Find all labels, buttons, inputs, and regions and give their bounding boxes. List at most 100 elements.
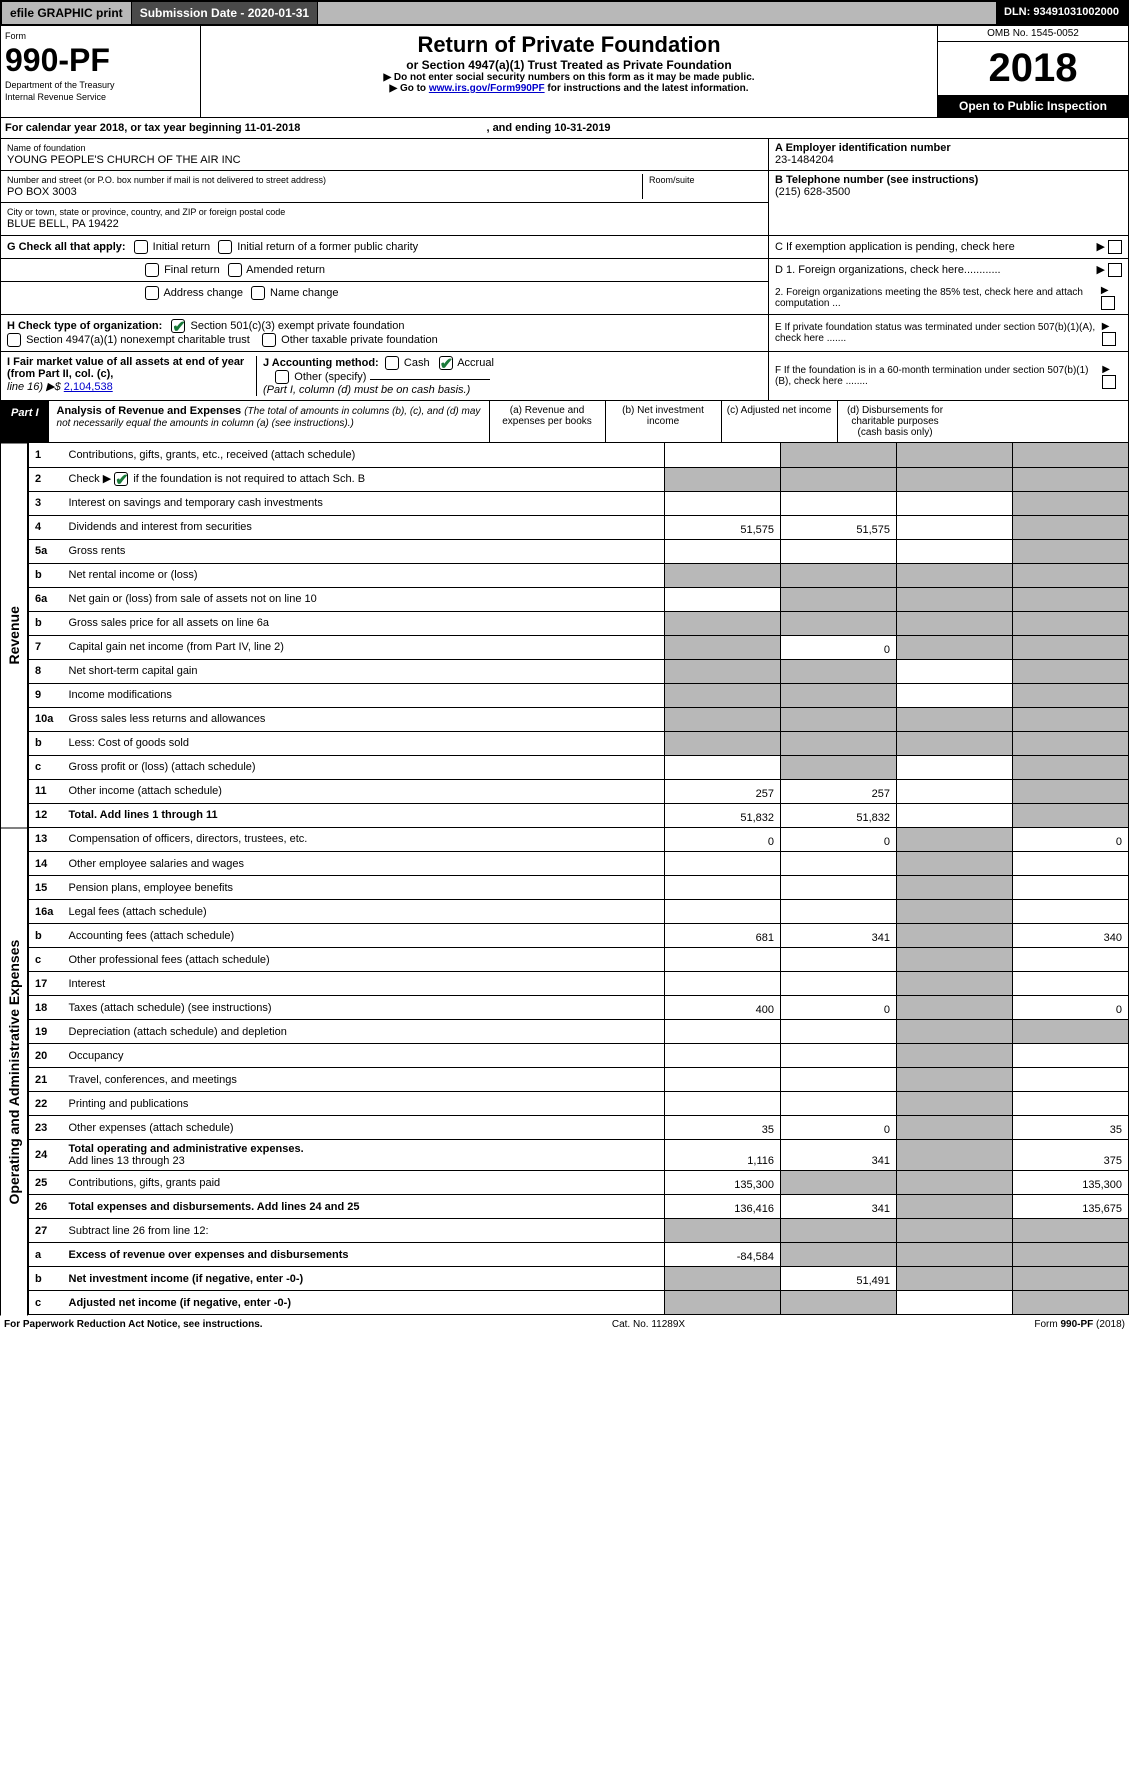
form-label: Form	[5, 31, 26, 41]
v27aa: -84,584	[665, 1243, 781, 1267]
c-row: C If exemption application is pending, c…	[769, 236, 1128, 259]
g-row-1: G Check all that apply: Initial return I…	[1, 236, 768, 259]
cash-checkbox[interactable]	[385, 356, 399, 370]
e-checkbox[interactable]	[1102, 332, 1116, 346]
4947-checkbox[interactable]	[7, 333, 21, 347]
revenue-table: 1Contributions, gifts, grants, etc., rec…	[28, 443, 1129, 828]
i-label: I Fair market value of all assets at end…	[7, 356, 244, 380]
line-27b: Net investment income (if negative, ente…	[63, 1267, 665, 1291]
g-o4: Amended return	[246, 264, 325, 276]
j-label: J Accounting method:	[263, 357, 379, 369]
v11a: 257	[665, 779, 781, 803]
expenses-side-label: Operating and Administrative Expenses	[0, 828, 28, 1316]
line-18: Taxes (attach schedule) (see instruction…	[63, 996, 665, 1020]
final-return-checkbox[interactable]	[145, 263, 159, 277]
revenue-side-label: Revenue	[0, 443, 28, 828]
efile-graphic-print-button[interactable]: efile GRAPHIC print	[2, 2, 132, 24]
accrual-checkbox[interactable]	[439, 356, 453, 370]
d2-checkbox[interactable]	[1101, 296, 1115, 310]
title-box: Return of Private Foundation or Section …	[201, 26, 938, 117]
j-note: (Part I, column (d) must be on cash basi…	[263, 384, 470, 396]
v13b: 0	[781, 828, 897, 852]
section-h-e: H Check type of organization: Section 50…	[0, 315, 1129, 352]
table-row: cGross profit or (loss) (attach schedule…	[29, 755, 1129, 779]
table-row: bNet rental income or (loss)	[29, 563, 1129, 587]
h-row-1: H Check type of organization: Section 50…	[7, 319, 762, 333]
form-header: Form 990-PF Department of the Treasury I…	[0, 26, 1129, 118]
other-method-checkbox[interactable]	[275, 370, 289, 384]
name-label: Name of foundation	[7, 143, 86, 153]
name-change-checkbox[interactable]	[251, 286, 265, 300]
inst2-suffix: for instructions and the latest informat…	[545, 83, 749, 94]
v12b: 51,832	[781, 803, 897, 827]
initial-return-checkbox[interactable]	[134, 240, 148, 254]
g-o6: Name change	[270, 287, 339, 299]
table-row: 18Taxes (attach schedule) (see instructi…	[29, 996, 1129, 1020]
v18a: 400	[665, 996, 781, 1020]
amended-return-checkbox[interactable]	[228, 263, 242, 277]
v24a: 1,116	[665, 1140, 781, 1171]
part1-title: Analysis of Revenue and Expenses	[57, 405, 242, 417]
line-16a: Legal fees (attach schedule)	[63, 900, 665, 924]
phone-value: (215) 628-3500	[775, 186, 850, 198]
line-7: Capital gain net income (from Part IV, l…	[63, 635, 665, 659]
irs-link[interactable]: www.irs.gov/Form990PF	[429, 83, 545, 94]
line-15: Pension plans, employee benefits	[63, 876, 665, 900]
table-row: 3Interest on savings and temporary cash …	[29, 491, 1129, 515]
v24d: 375	[1013, 1140, 1129, 1171]
table-row: 17Interest	[29, 972, 1129, 996]
section-ij-f: I Fair market value of all assets at end…	[0, 352, 1129, 401]
tax-year: 2018	[938, 42, 1128, 95]
open-to-public: Open to Public Inspection	[938, 95, 1128, 117]
line-27a: Excess of revenue over expenses and disb…	[63, 1243, 665, 1267]
table-row: bLess: Cost of goods sold	[29, 731, 1129, 755]
section-g-cd: G Check all that apply: Initial return I…	[0, 236, 1129, 315]
ein-label: A Employer identification number	[775, 142, 951, 154]
address-change-checkbox[interactable]	[145, 286, 159, 300]
expenses-table: 13Compensation of officers, directors, t…	[28, 828, 1129, 1316]
line-5a: Gross rents	[63, 539, 665, 563]
501c3-checkbox[interactable]	[171, 319, 185, 333]
other-taxable-checkbox[interactable]	[262, 333, 276, 347]
cal-begin: For calendar year 2018, or tax year begi…	[5, 122, 300, 134]
v16bd: 340	[1013, 924, 1129, 948]
table-row: 20Occupancy	[29, 1044, 1129, 1068]
d1-checkbox[interactable]	[1108, 263, 1122, 277]
table-row: 4Dividends and interest from securities5…	[29, 515, 1129, 539]
c-checkbox[interactable]	[1108, 240, 1122, 254]
form-number-box: Form 990-PF Department of the Treasury I…	[1, 26, 201, 117]
h-o3: Other taxable private foundation	[281, 334, 438, 346]
submission-date-button[interactable]: Submission Date - 2020-01-31	[132, 2, 318, 24]
f-checkbox[interactable]	[1102, 375, 1116, 389]
line-6b: Gross sales price for all assets on line…	[63, 611, 665, 635]
city-label: City or town, state or province, country…	[7, 207, 285, 217]
d1-label: D 1. Foreign organizations, check here..…	[775, 264, 1001, 276]
table-row: 1Contributions, gifts, grants, etc., rec…	[29, 443, 1129, 467]
g-row-3: Address change Name change	[1, 282, 768, 304]
instruction-1: ▶ Do not enter social security numbers o…	[207, 72, 931, 83]
table-row: 24Total operating and administrative exp…	[29, 1140, 1129, 1171]
table-row: bAccounting fees (attach schedule)681341…	[29, 924, 1129, 948]
v24b: 341	[781, 1140, 897, 1171]
j-cash: Cash	[404, 357, 430, 369]
line-8: Net short-term capital gain	[63, 659, 665, 683]
table-row: 16aLegal fees (attach schedule)	[29, 900, 1129, 924]
initial-public-charity-checkbox[interactable]	[218, 240, 232, 254]
phone-cell: B Telephone number (see instructions) (2…	[769, 171, 1128, 203]
sch-b-checkbox[interactable]	[114, 472, 128, 486]
v23d: 35	[1013, 1116, 1129, 1140]
line-3: Interest on savings and temporary cash i…	[63, 491, 665, 515]
dln-label: DLN: 93491031002000	[996, 2, 1127, 24]
line-10a: Gross sales less returns and allowances	[63, 707, 665, 731]
line-2b: if the foundation is not required to att…	[133, 473, 365, 485]
table-row: bNet investment income (if negative, ent…	[29, 1267, 1129, 1291]
v26b: 341	[781, 1195, 897, 1219]
top-spacer	[318, 2, 996, 24]
line-14: Other employee salaries and wages	[63, 852, 665, 876]
table-row: 7Capital gain net income (from Part IV, …	[29, 635, 1129, 659]
paperwork-notice: For Paperwork Reduction Act Notice, see …	[4, 1319, 263, 1330]
city: BLUE BELL, PA 19422	[7, 218, 119, 230]
line-16c: Other professional fees (attach schedule…	[63, 948, 665, 972]
line-11: Other income (attach schedule)	[63, 779, 665, 803]
table-row: 23Other expenses (attach schedule)35035	[29, 1116, 1129, 1140]
